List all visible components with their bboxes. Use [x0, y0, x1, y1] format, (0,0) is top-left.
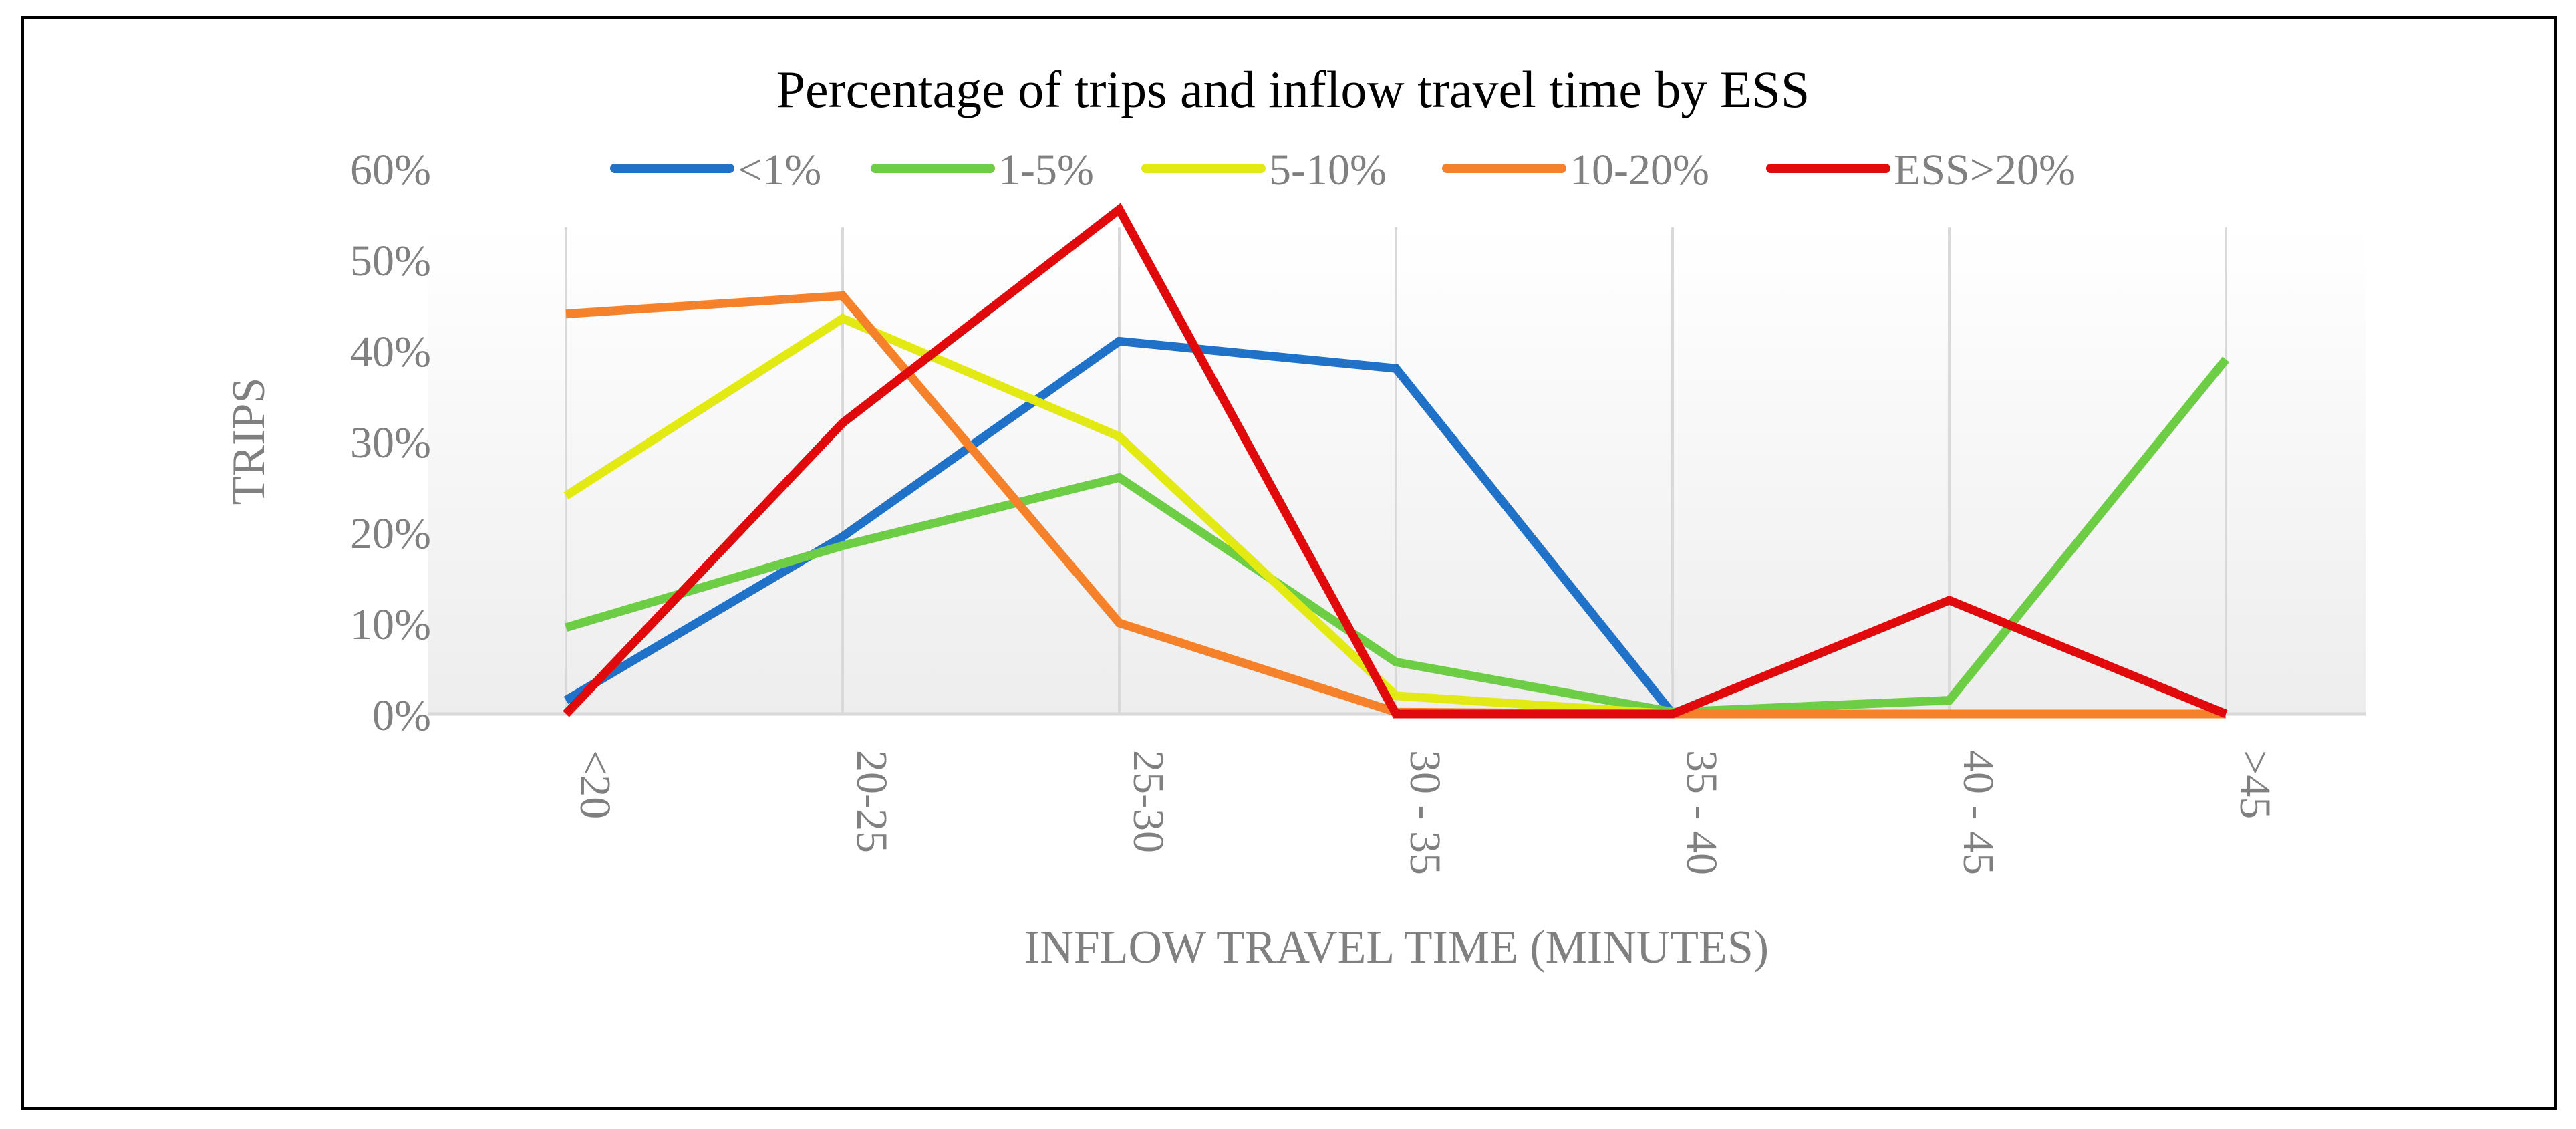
y-tick-label: 50%: [350, 237, 431, 285]
x-tick-label: <20: [571, 750, 619, 819]
series-line: [563, 203, 2228, 719]
y-tick-label: 40%: [350, 328, 431, 376]
chart-title: Percentage of trips and inflow travel ti…: [776, 60, 1810, 118]
series-lines: [563, 203, 2230, 719]
x-axis-label: INFLOW TRAVEL TIME (MINUTES): [1024, 922, 1769, 973]
axis-ticks: 0% 10% 20% 30% 40% 50% 60% <20 20-25 25-30 30 - 35…: [350, 146, 2279, 875]
x-tick-label: 25-30: [1124, 750, 1173, 853]
legend-label: 1-5%: [998, 146, 1094, 195]
legend-label: ESS>20%: [1894, 146, 2076, 195]
x-tick-label: 30 - 35: [1401, 750, 1449, 875]
legend-label: 5-10%: [1269, 146, 1387, 195]
series-line: [565, 356, 2230, 717]
y-tick-label: 0%: [372, 691, 431, 740]
legend: <1% 1-5% 5-10% 10-20% ESS>20%: [610, 146, 2076, 195]
x-tick-label: 35 - 40: [1677, 750, 1726, 875]
x-tick-label: 20-25: [847, 750, 896, 853]
series-line: [563, 336, 1677, 717]
x-tick-label: 40 - 45: [1954, 750, 2003, 875]
x-tick-label: >45: [2231, 750, 2279, 819]
y-axis-label: TRIPS: [223, 378, 275, 505]
y-tick-label: 30%: [350, 418, 431, 467]
y-tick-label: 20%: [350, 509, 431, 558]
legend-label: 10-20%: [1570, 146, 1709, 195]
y-tick-label: 60%: [350, 146, 431, 195]
legend-label: <1%: [738, 146, 821, 195]
y-tick-label: 10%: [350, 600, 431, 649]
series-line: [563, 313, 1673, 719]
